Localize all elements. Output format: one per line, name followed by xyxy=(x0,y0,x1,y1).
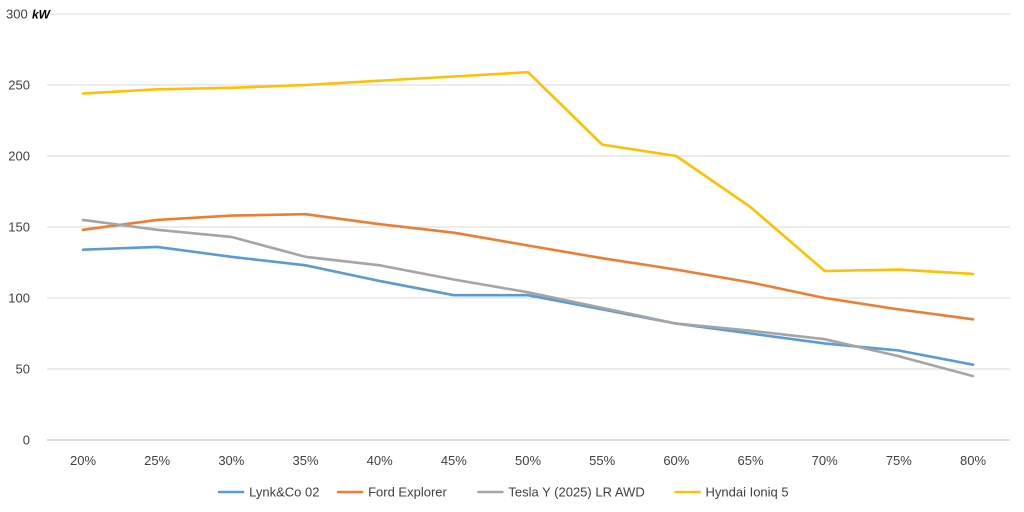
x-tick-label: 65% xyxy=(737,453,763,468)
x-tick-label: 60% xyxy=(663,453,689,468)
y-tick-label: 50 xyxy=(16,362,30,377)
y-tick-label: 100 xyxy=(8,291,30,306)
legend: Lynk&Co 02 Ford Explorer Tesla Y (2025) LR… xyxy=(217,485,789,500)
y-tick-label: 300 xyxy=(6,7,28,22)
x-tick-label: 75% xyxy=(886,453,912,468)
series-line-2 xyxy=(81,212,975,321)
y-tick-label: 150 xyxy=(8,220,30,235)
x-tick-label: 35% xyxy=(292,453,318,468)
y-axis-ticks: 0 50 100 150 200 250 300 kW xyxy=(6,7,52,448)
series-lines xyxy=(81,70,975,378)
legend-label-3: Tesla Y (2025) LR AWD xyxy=(508,485,644,500)
x-tick-label: 55% xyxy=(589,453,615,468)
legend-label-2: Ford Explorer xyxy=(368,485,447,500)
x-tick-label: 50% xyxy=(515,453,541,468)
x-tick-label: 25% xyxy=(144,453,170,468)
x-axis-ticks: 20% 25% 30% 35% 40% 45% 50% 55% 60% 65% 70% 75% 80% xyxy=(70,453,986,468)
y-tick-label: 200 xyxy=(8,149,30,164)
x-tick-label: 40% xyxy=(367,453,393,468)
x-tick-label: 20% xyxy=(70,453,96,468)
y-tick-label: 0 xyxy=(23,433,30,448)
x-tick-label: 45% xyxy=(441,453,467,468)
legend-label-1: Lynk&Co 02 xyxy=(249,485,319,500)
gridlines xyxy=(47,13,1010,441)
x-tick-label: 30% xyxy=(218,453,244,468)
x-tick-label: 70% xyxy=(812,453,838,468)
series-line-4 xyxy=(81,70,975,276)
y-tick-label: 250 xyxy=(8,78,30,93)
y-unit-label: kW xyxy=(32,8,52,22)
series-line-1 xyxy=(81,245,975,367)
legend-label-4: Hyndai Ioniq 5 xyxy=(706,485,789,500)
series-line-3 xyxy=(81,218,975,378)
x-tick-label: 80% xyxy=(960,453,986,468)
